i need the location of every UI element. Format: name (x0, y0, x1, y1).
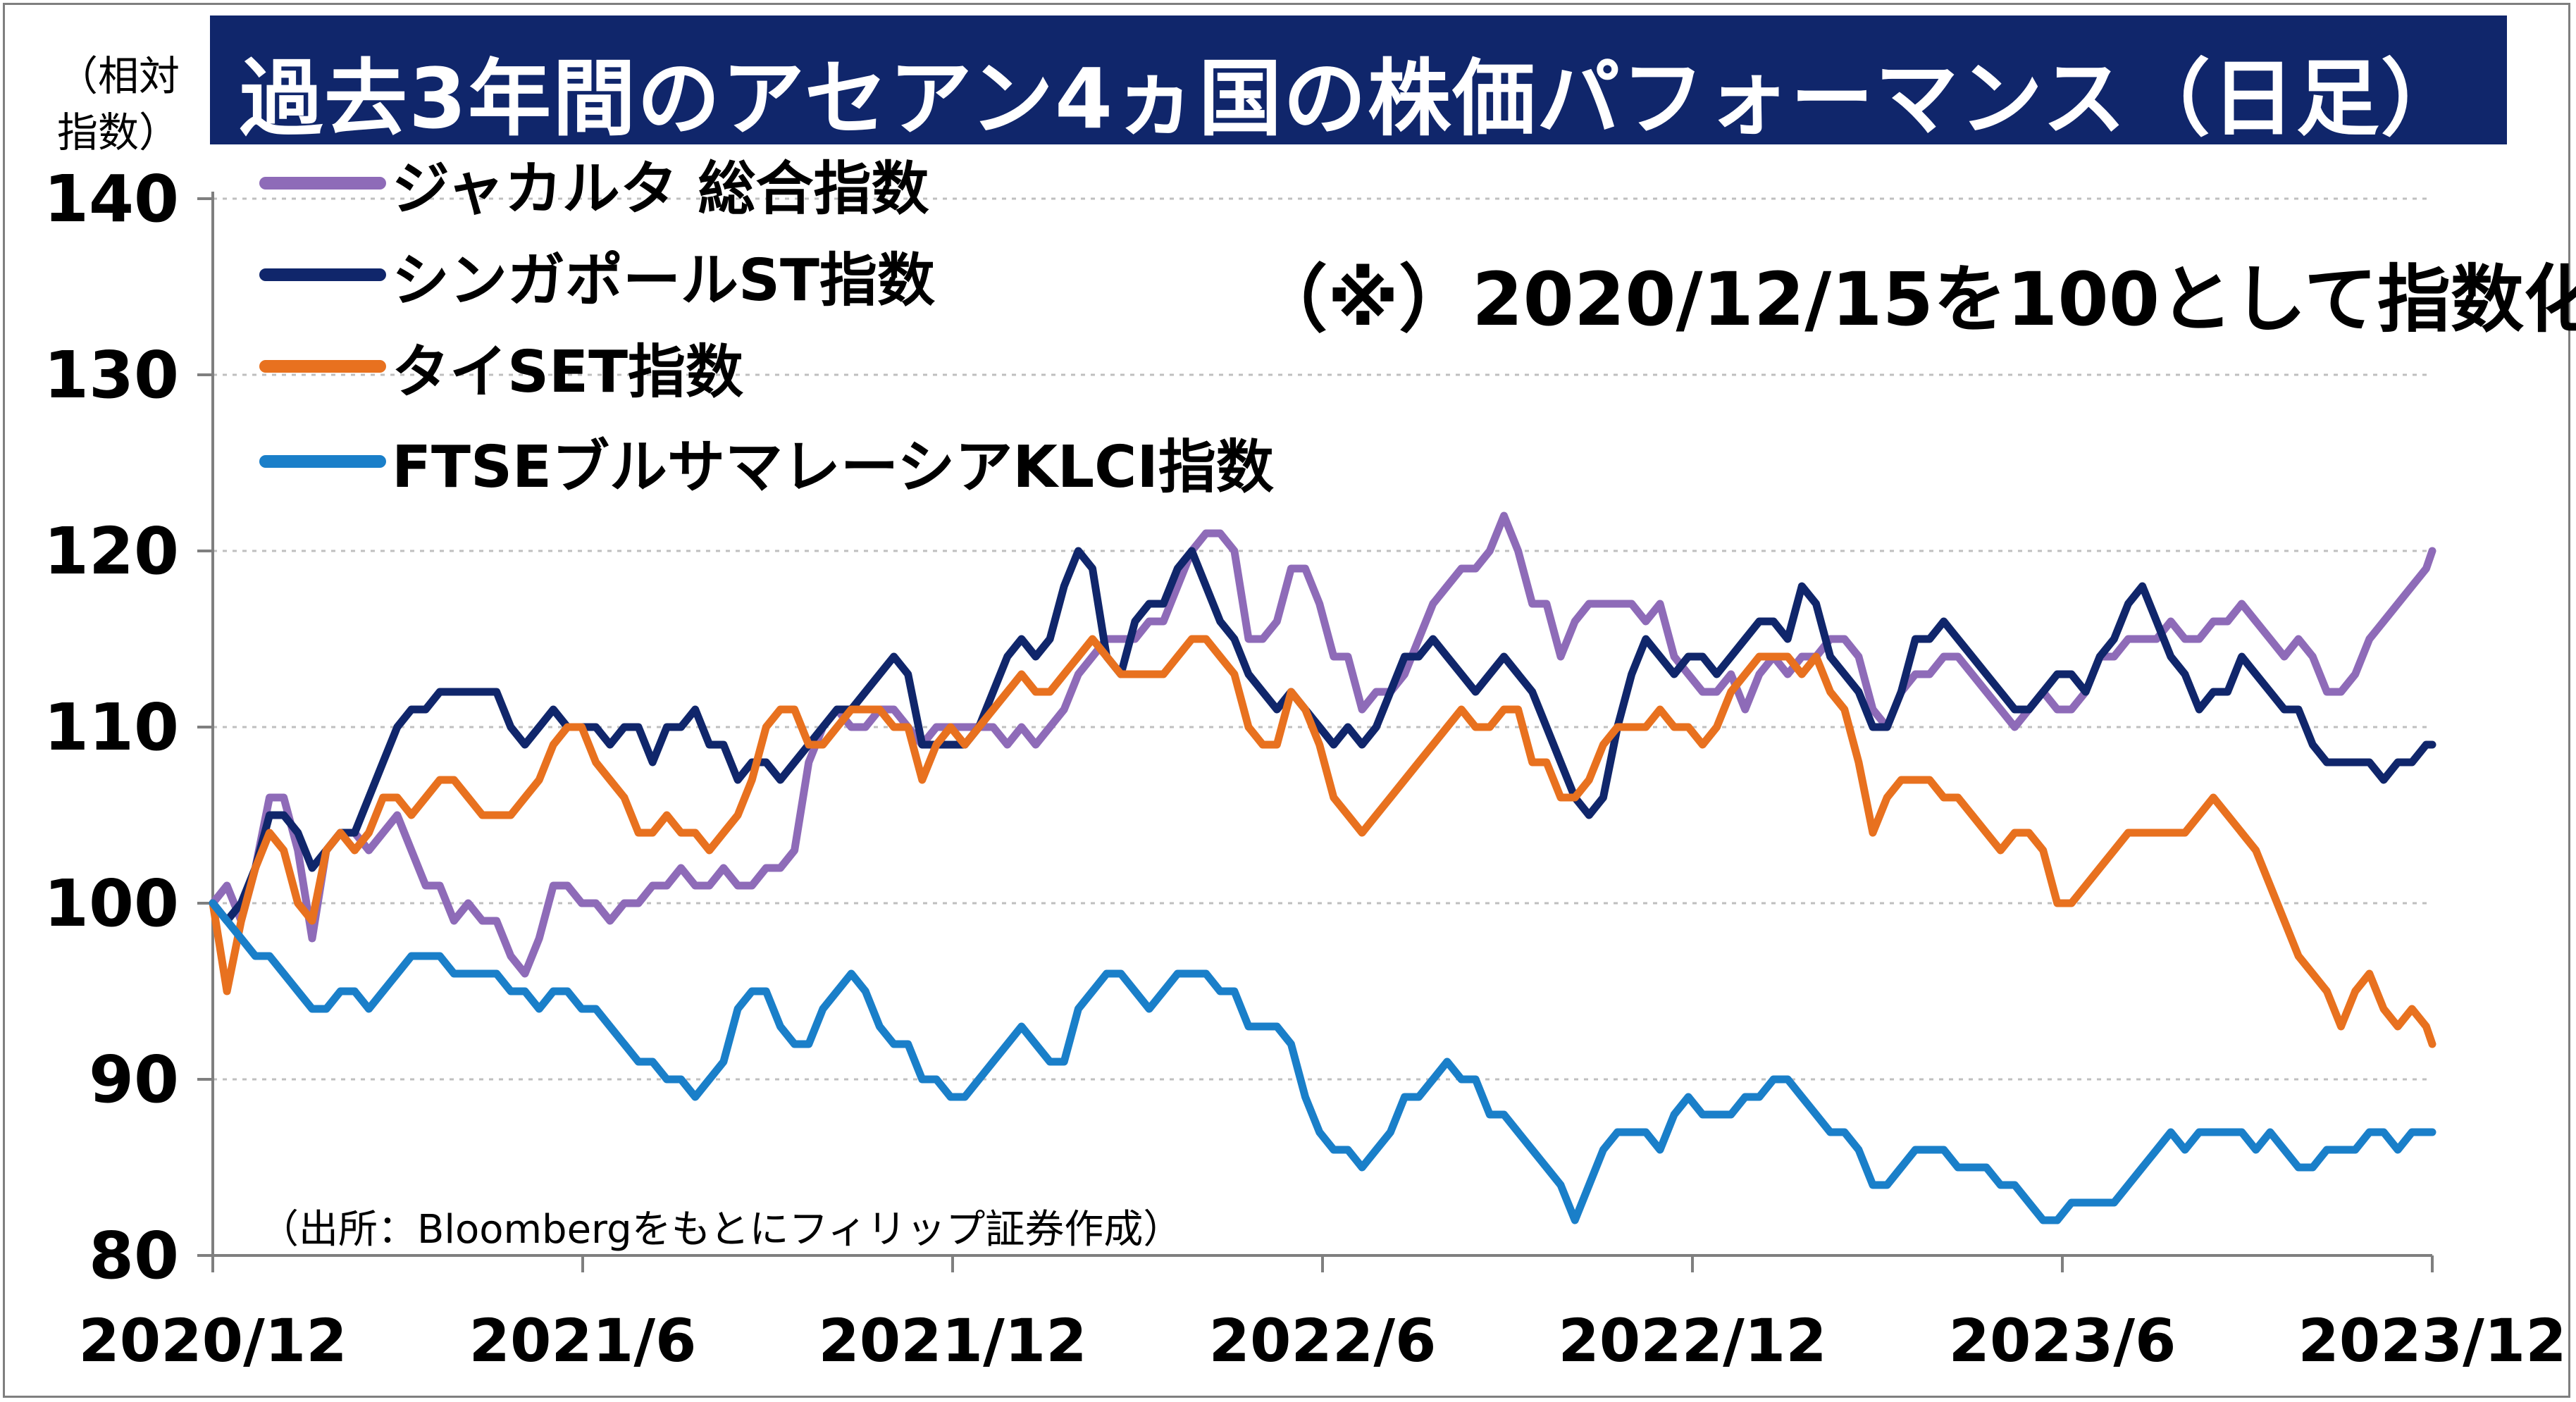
x-tick-label: 2022/6 (1209, 1306, 1437, 1375)
y-tick-label: 130 (44, 337, 179, 413)
legend-item-thai: タイSET指数 (259, 328, 743, 406)
y-tick-label: 120 (44, 514, 179, 589)
normalization-note: （※）2020/12/15を100として指数化 (1254, 256, 2576, 342)
legend-item-klci: FTSEブルサマレーシアKLCI指数 (259, 423, 1274, 501)
legend-swatch-klci (259, 455, 386, 468)
chart-title: 過去3年間のアセアン4ヵ国の株価パフォーマンス（日足） (240, 50, 2465, 147)
legend-item-singapore: シンガポールST指数 (259, 236, 935, 314)
x-tick-label: 2023/6 (1949, 1306, 2176, 1375)
y-tick-label: 110 (44, 690, 179, 765)
x-tick-label: 2021/6 (469, 1306, 697, 1375)
legend-label-jakarta: ジャカルタ 総合指数 (392, 155, 929, 223)
y-tick-label: 140 (44, 161, 179, 237)
x-tick-label: 2022/12 (1558, 1306, 1826, 1375)
legend-swatch-singapore (259, 268, 386, 281)
legend-swatch-jakarta (259, 177, 386, 190)
legend-label-thai: タイSET指数 (392, 338, 744, 406)
legend-label-klci: FTSEブルサマレーシアKLCI指数 (392, 433, 1274, 501)
axes (197, 192, 2434, 1272)
y-tick-label: 100 (44, 866, 179, 941)
title-banner (210, 15, 2507, 144)
source-note: （出所：Bloombergをもとにフィリップ証券作成） (259, 1207, 1183, 1253)
x-tick-labels: 2020/12 2021/6 2021/12 2022/6 2022/12 2023/6 2… (78, 1306, 2566, 1375)
x-tick-label: 2020/12 (78, 1306, 347, 1375)
series-lines (209, 511, 2436, 1224)
y-tick-labels: 80 90 100 110 120 130 140 (44, 161, 179, 1294)
legend-label-singapore: シンガポールST指数 (392, 247, 935, 314)
y-axis-unit-label: （相対指数） (56, 52, 180, 156)
figure-border (3, 3, 2570, 1398)
y-tick-label: 80 (89, 1218, 179, 1294)
legend-swatch-thai (259, 360, 386, 373)
legend-item-jakarta: ジャカルタ 総合指数 (259, 144, 929, 223)
y-tick-label: 90 (89, 1042, 179, 1117)
series-line-thai (209, 635, 2436, 1048)
x-tick-label: 2021/12 (818, 1306, 1086, 1375)
series-line-jakarta (209, 511, 2436, 978)
series-line-klci (209, 899, 2436, 1224)
x-tick-label: 2023/12 (2298, 1306, 2566, 1375)
